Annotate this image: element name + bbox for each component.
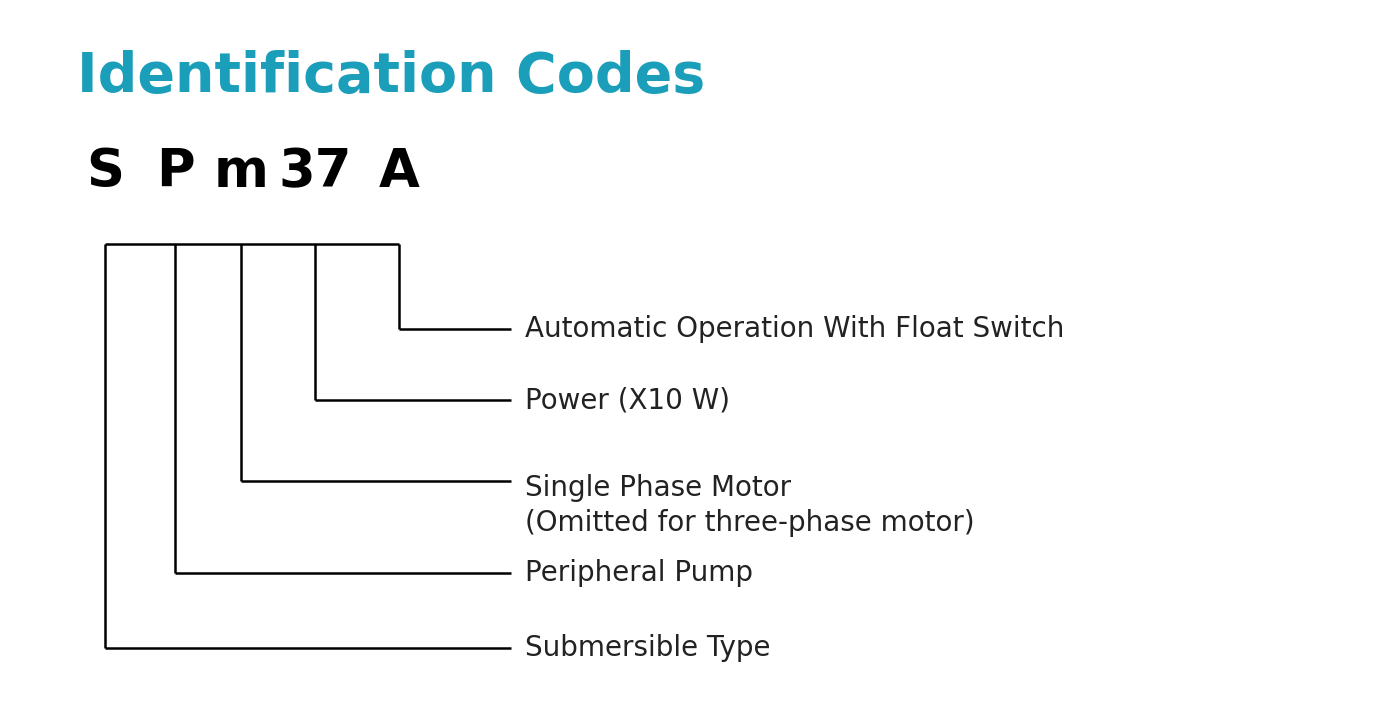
- Text: Automatic Operation With Float Switch: Automatic Operation With Float Switch: [525, 315, 1064, 343]
- Text: 37: 37: [279, 147, 351, 198]
- Text: Submersible Type: Submersible Type: [525, 634, 770, 662]
- Text: S: S: [85, 147, 125, 198]
- Text: m: m: [213, 147, 269, 198]
- Text: Identification Codes: Identification Codes: [77, 50, 706, 103]
- Text: Single Phase Motor
(Omitted for three-phase motor): Single Phase Motor (Omitted for three-ph…: [525, 474, 974, 537]
- Text: Power (X10 W): Power (X10 W): [525, 386, 729, 414]
- Text: Peripheral Pump: Peripheral Pump: [525, 559, 753, 588]
- Text: P: P: [155, 147, 195, 198]
- Text: A: A: [378, 147, 420, 198]
